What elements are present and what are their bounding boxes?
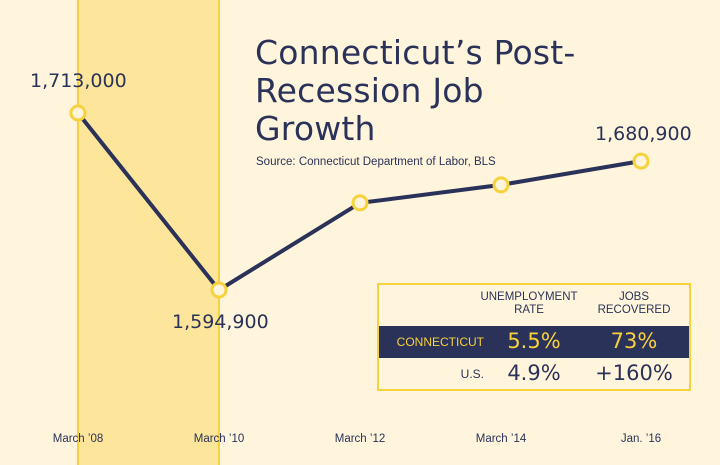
data-point <box>492 176 510 194</box>
x-tick-label: Jan. ’16 <box>620 433 662 445</box>
table-header-unemployment: UNEMPLOYMENT RATE <box>480 291 578 316</box>
unemployment-value: 5.5% <box>507 329 561 353</box>
unemployment-value: 4.9% <box>507 361 561 385</box>
x-tick-label: March ’10 <box>193 433 245 445</box>
x-tick-label: March ’14 <box>475 433 527 445</box>
jobs-recovered-value: +160% <box>595 361 673 385</box>
table-header-jobs: JOBS RECOVERED <box>597 291 671 316</box>
data-point <box>69 104 87 122</box>
data-point <box>351 194 369 212</box>
jobs-recovered-value: 73% <box>610 329 658 353</box>
chart-source: Source: Connecticut Department of Labor,… <box>256 156 496 168</box>
data-label-march-10: 1,594,900 <box>172 311 269 333</box>
comparison-table: UNEMPLOYMENT RATE JOBS RECOVERED CONNECT… <box>377 283 691 391</box>
x-tick-label: March ’12 <box>334 433 386 445</box>
chart-title: Connecticut’s Post-Recession Job Growth <box>255 33 576 148</box>
data-point <box>632 152 650 170</box>
data-label-jan-16: 1,680,900 <box>595 123 692 145</box>
x-tick-label: March ’08 <box>52 433 104 445</box>
row-label: U.S. <box>460 367 484 381</box>
data-point <box>210 281 228 299</box>
table-row-connecticut: CONNECTICUT 5.5% 73% <box>379 326 689 358</box>
recession-shading <box>78 0 219 465</box>
row-label: CONNECTICUT <box>396 335 484 349</box>
data-label-march-08: 1,713,000 <box>30 70 127 92</box>
